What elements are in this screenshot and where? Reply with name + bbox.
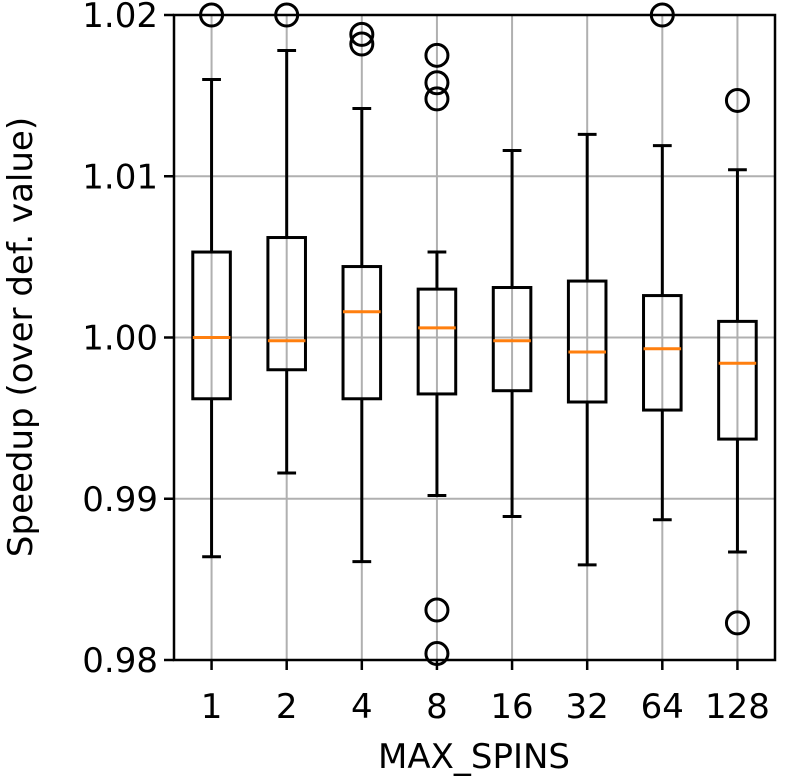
x-tick-label: 4 [351, 687, 373, 727]
iqr-box [416, 287, 458, 396]
box-group-1 [191, 2, 232, 559]
y-axis-label: Speedup (over def. value) [1, 117, 41, 557]
grid-lines [174, 14, 775, 661]
box-group-16 [491, 148, 533, 518]
x-tick-label: 8 [426, 687, 448, 727]
outlier-point [424, 70, 450, 96]
box-group-4 [341, 21, 383, 564]
y-tick-label: 1.02 [82, 0, 158, 36]
x-tick-label: 2 [276, 687, 298, 727]
outlier-point [424, 42, 450, 68]
boxes [191, 2, 758, 667]
outlier-point [724, 610, 750, 636]
iqr-box [566, 279, 608, 404]
iqr-box [341, 265, 383, 401]
x-tick-label: 16 [490, 687, 533, 727]
box-group-2 [266, 2, 307, 475]
x-tick-label: 32 [566, 687, 609, 727]
x-tick-label: 128 [705, 687, 770, 727]
outlier-point [349, 21, 375, 47]
y-tick-label: 1.00 [82, 319, 158, 359]
box-group-64 [642, 2, 683, 522]
y-tick-label: 0.99 [82, 480, 158, 520]
y-tick-label: 1.01 [82, 157, 158, 197]
iqr-box [642, 294, 683, 412]
iqr-box [491, 286, 533, 393]
y-tick-label: 0.98 [82, 641, 158, 681]
x-axis-label: MAX_SPINS [378, 737, 570, 777]
box-group-32 [566, 132, 608, 567]
outlier-point [724, 87, 750, 113]
iqr-box [717, 319, 758, 441]
iqr-box [266, 236, 307, 372]
outlier-point [424, 86, 450, 112]
iqr-box [191, 250, 232, 401]
box-group-128 [717, 87, 758, 636]
x-tick-label: 1 [201, 687, 223, 727]
axis-ticks: 0.98 0.99 1.00 1.01 1.02 1 2 4 8 16 32 64 128 [82, 0, 770, 727]
x-tick-label: 64 [641, 687, 684, 727]
outlier-point [349, 31, 375, 57]
outlier-point [424, 597, 450, 623]
